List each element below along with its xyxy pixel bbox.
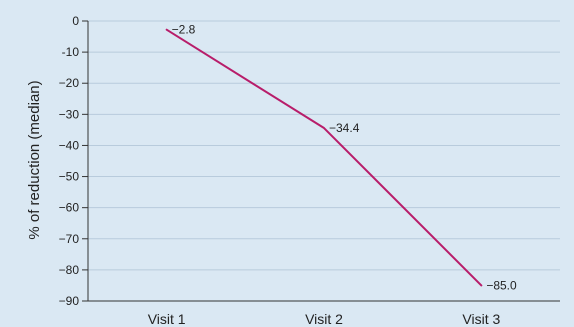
series-line (165, 28, 483, 287)
data-label: −2.8 (172, 23, 196, 37)
y-tick-label: −80 (59, 263, 80, 277)
y-tick-label: -10 (62, 45, 80, 59)
y-tick-label: −40 (59, 138, 80, 152)
data-label: −34.4 (329, 121, 360, 135)
gridlines (88, 20, 560, 271)
y-tick-label: −90 (59, 294, 80, 308)
y-tick-label: −20 (59, 76, 80, 90)
y-tick-label: 0 (72, 14, 79, 28)
x-tick-label: Visit 3 (462, 311, 500, 327)
y-tick-label: −30 (59, 107, 80, 121)
y-tick-label: −60 (59, 201, 80, 215)
data-label: −85.0 (486, 278, 517, 292)
x-tick-label: Visit 1 (148, 311, 186, 327)
y-axis-title: % of reduction (median) (26, 80, 43, 239)
x-tick-label: Visit 2 (305, 311, 343, 327)
series-group: −2.8 −34.4 −85.0 (165, 23, 517, 292)
y-tick-label: −50 (59, 170, 80, 184)
y-axis-ticks: 0 -10 −20 −30 −40 −50 −60 −70 −80 −90 (59, 14, 88, 308)
x-axis-tick-labels: Visit 1 Visit 2 Visit 3 (148, 311, 501, 327)
y-tick-label: −70 (59, 232, 80, 246)
